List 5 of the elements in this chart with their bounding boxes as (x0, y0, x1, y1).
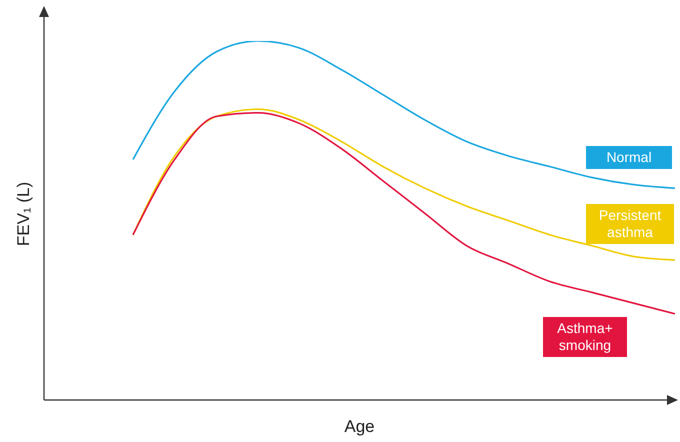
series-label: Normal (586, 148, 672, 166)
y-axis-title: FEV₁ (L) (14, 180, 34, 248)
series-label: Asthma+ smoking (543, 320, 627, 354)
series-label: Persistent asthma (586, 206, 674, 241)
x-axis-title: Age (343, 417, 376, 437)
